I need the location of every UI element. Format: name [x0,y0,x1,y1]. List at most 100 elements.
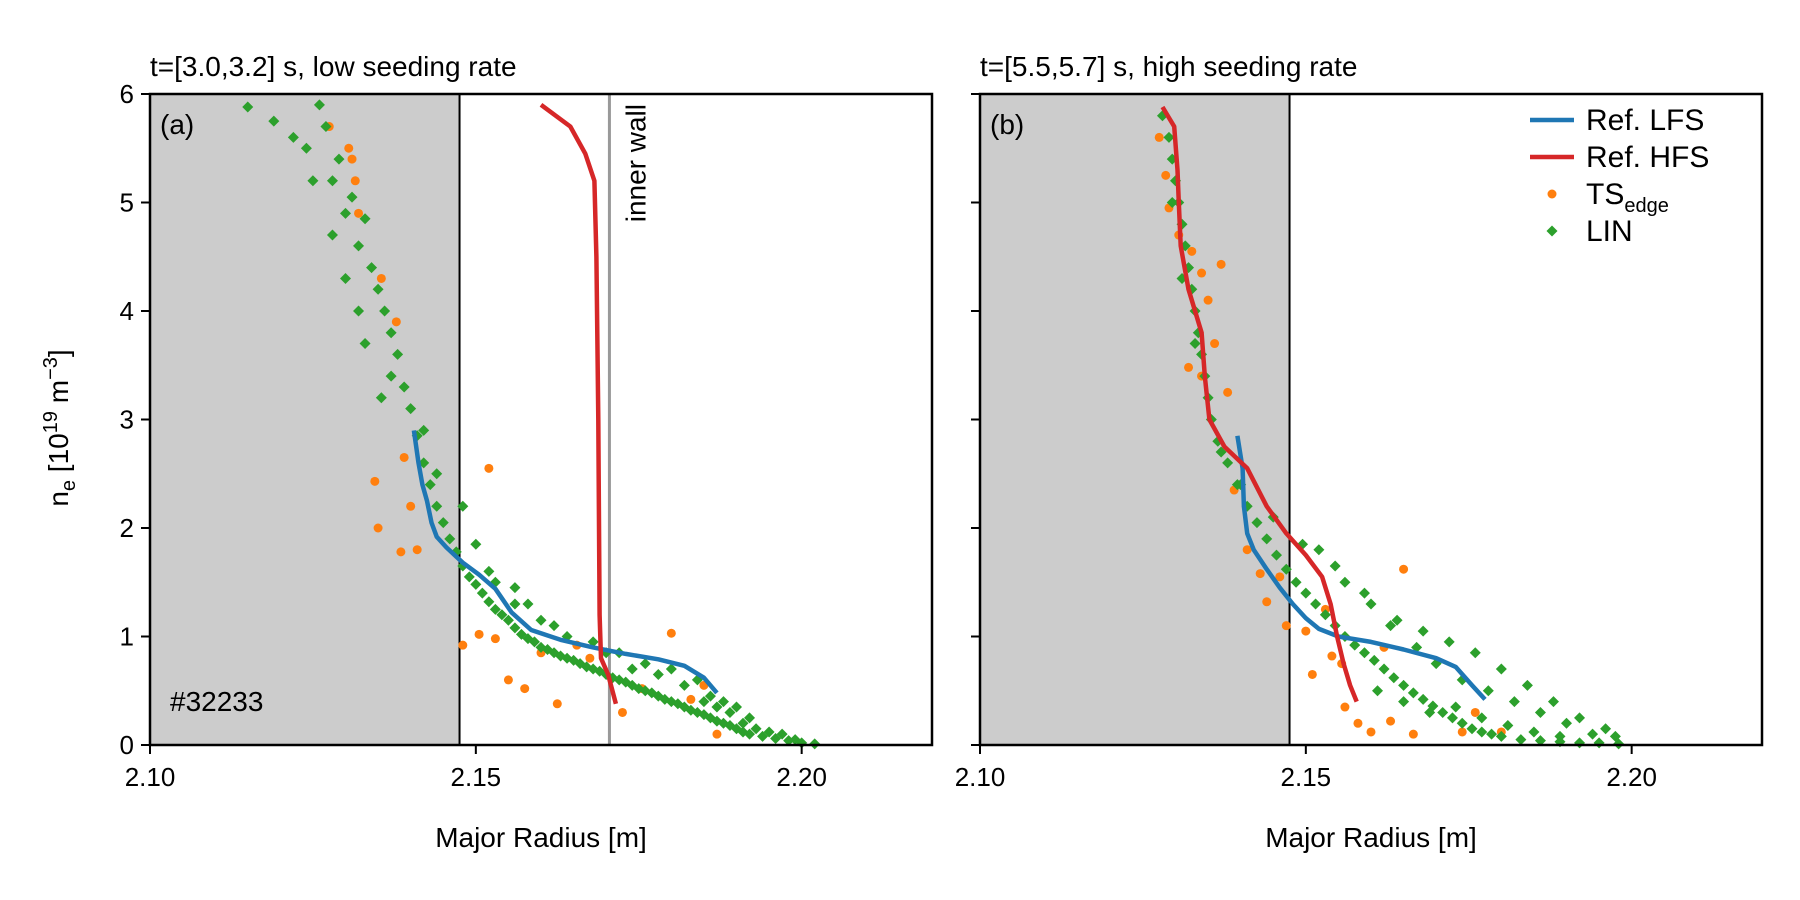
y-axis-label-rest1: [10 [43,433,74,480]
line-ref-lfs [1235,435,1487,701]
legend-dot-swatch [1547,189,1557,199]
ts-point [347,154,357,164]
ts-point [712,729,722,739]
y-axis-label-main: n [43,491,74,507]
y-axis-label: ne [1019 m−3] [40,349,80,506]
legend-item: Ref. LFS [1530,104,1704,137]
lin-point [665,663,677,675]
lin-point [1407,687,1419,699]
y-axis-label-sub: e [58,480,80,491]
lin-point [1368,654,1380,666]
lin-point [1385,620,1397,632]
ts-point [1470,707,1480,717]
lin-point [353,305,365,317]
lin-point [326,229,338,241]
lin-point [1358,587,1370,599]
lin-point [1365,598,1377,610]
ts-point [1281,621,1291,631]
ts-point [617,707,627,717]
y-tick-label: 3 [120,405,134,435]
lin-point [1300,587,1312,599]
lin-point [724,706,736,718]
lin-point [385,327,397,339]
lin-point [392,348,404,360]
lin-point [1313,544,1325,556]
lin-point [489,603,501,615]
series-lin [242,99,821,750]
lin-point [1469,647,1481,659]
lin-point [1271,549,1283,561]
panel-a: inner wall 2.10 2.15 2.20 0 1 2 3 4 5 6 t=[3.0,3.2]… [120,51,934,853]
y-tick-label: 4 [120,296,134,326]
ts-point [1154,132,1164,142]
ts-point [354,208,364,218]
lin-point [1547,696,1559,708]
lin-point [1466,723,1478,735]
y-axis-label-end: ] [43,349,74,357]
line-ref-hfs [539,102,619,705]
lin-point [424,479,436,491]
ts-point [1216,259,1226,269]
ts-point [1408,729,1418,739]
lin-point [1417,693,1429,705]
ts-point [686,694,696,704]
lin-point [652,668,664,680]
lin-point [287,131,299,143]
panel-label: (a) [160,109,194,140]
lin-point [731,701,742,713]
lin-point [509,582,521,594]
ts-point [552,699,562,709]
lin-point [744,728,756,740]
lin-point [678,679,690,691]
lin-point [483,596,495,608]
lin-point [1261,533,1273,545]
lin-point [313,99,325,111]
lin-point [1561,717,1572,729]
ts-point [1262,597,1272,607]
lin-point [333,153,345,165]
ts-point [1197,268,1207,278]
legend-label-sub: edge [1624,195,1669,217]
lin-point [776,728,788,740]
ts-point [474,629,484,639]
lin-point [444,533,456,545]
lin-point [405,403,417,415]
ts-point [1187,246,1197,256]
inner-wall-label: inner wall [620,104,651,222]
ts-point [396,547,406,557]
ts-point [1242,545,1252,555]
legend-diamond-swatch [1546,225,1558,237]
lin-point [476,587,488,599]
y-tick-label: 1 [120,622,134,652]
lin-point [418,424,430,436]
lin-point [307,175,319,187]
lin-point [1609,730,1621,742]
lin-point [346,191,358,203]
lin-point [1587,728,1599,740]
lin-point [763,726,775,738]
lin-point [711,701,723,713]
lin-point [750,723,762,735]
lin-point [548,620,560,632]
lin-point [502,614,514,626]
lin-point [1534,735,1546,747]
ts-point [1340,702,1350,712]
ts-point [1184,362,1194,372]
lin-point [340,207,351,219]
lin-point [1319,609,1331,621]
ts-point [376,273,386,283]
y-tick-label: 0 [120,730,134,760]
lin-point [717,696,729,708]
y-axis-label-rest2: m [43,380,74,411]
legend-item: TSedge [1547,178,1669,217]
y-tick-label: 2 [120,513,134,543]
lin-point [1593,737,1605,749]
ts-point [458,640,468,650]
lin-point [789,734,801,746]
lin-point [639,658,651,670]
lin-point [1163,131,1175,143]
ts-point [1399,564,1409,574]
lin-point [1482,685,1494,697]
ts-point [1366,727,1376,737]
